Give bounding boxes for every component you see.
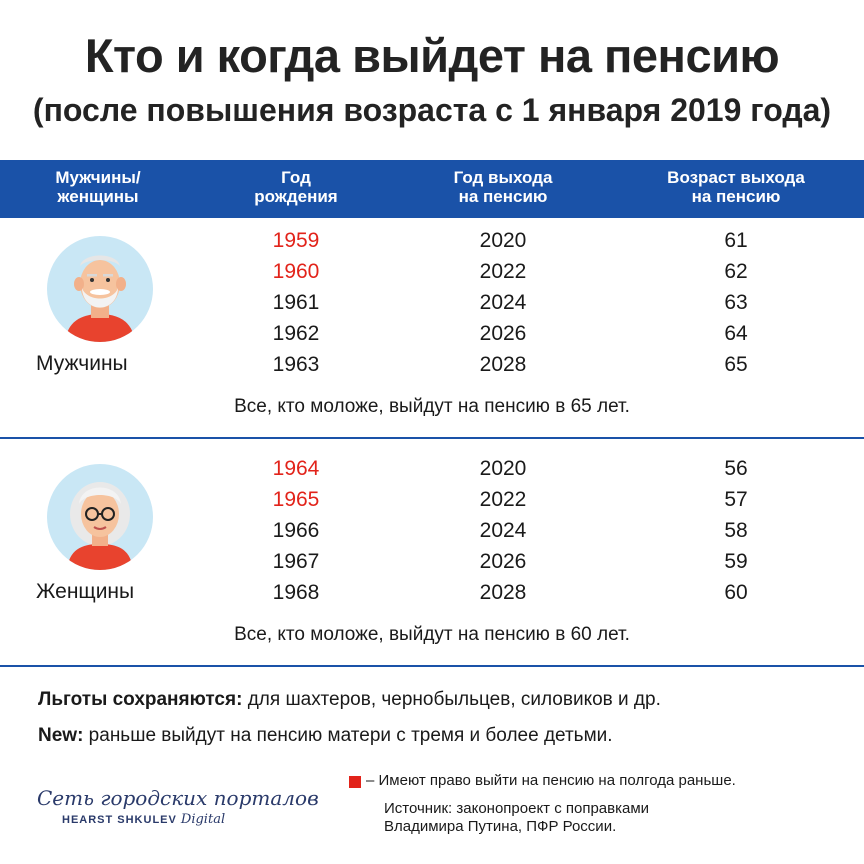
source-note: Источник: законопроект с поправками Влад… <box>384 800 650 835</box>
birth-year-cell: 1964 <box>272 457 320 480</box>
old-woman-avatar-icon <box>47 464 153 570</box>
women-label: Женщины <box>36 580 135 603</box>
table-row: 1967 2026 59 <box>0 550 864 581</box>
retirement-age-cell: 57 <box>724 488 748 511</box>
retirement-year-cell: 2022 <box>479 260 527 283</box>
retirement-year-cell: 2026 <box>479 322 527 345</box>
legend-text: – Имеют право выйти на пенсию на полгода… <box>366 772 736 789</box>
retirement-age-cell: 58 <box>724 519 748 542</box>
header-retirement-year: Год выхода на пенсию <box>453 168 553 206</box>
retirement-age-cell: 65 <box>724 353 748 376</box>
men-label: Мужчины <box>36 352 128 375</box>
header-gender: Мужчины/ женщины <box>55 168 141 206</box>
table-row: 1966 2024 58 <box>0 519 864 550</box>
birth-year-cell: 1965 <box>272 488 320 511</box>
retirement-age-cell: 63 <box>724 291 748 314</box>
table-row: 1963 2028 65 <box>0 353 864 384</box>
birth-year-cell: 1966 <box>272 519 320 542</box>
logo-title: Сеть городских порталов <box>37 786 319 810</box>
birth-year-cell: 1968 <box>272 581 320 604</box>
retirement-year-cell: 2020 <box>479 457 527 480</box>
benefits-bold: Льготы сохраняются: <box>38 689 243 710</box>
old-man-avatar-icon <box>47 236 153 342</box>
retirement-year-cell: 2024 <box>479 519 527 542</box>
benefits-line: Льготы сохраняются: для шахтеров, черноб… <box>38 689 661 711</box>
women-note: Все, кто моложе, выйдут на пенсию в 60 л… <box>234 624 630 645</box>
section-divider <box>0 665 864 667</box>
page-subtitle: (после повышения возраста с 1 января 201… <box>32 92 832 128</box>
new-info-text: раньше выйдут на пенсию матери с тремя и… <box>83 725 613 746</box>
birth-year-cell: 1960 <box>272 260 320 283</box>
retirement-age-cell: 59 <box>724 550 748 573</box>
retirement-age-cell: 56 <box>724 457 748 480</box>
birth-year-cell: 1962 <box>272 322 320 345</box>
retirement-year-cell: 2020 <box>479 229 527 252</box>
header-retirement-age: Возраст выхода на пенсию <box>667 168 805 206</box>
retirement-year-cell: 2026 <box>479 550 527 573</box>
table-header: Мужчины/ женщины Год рождения Год выхода… <box>0 160 864 218</box>
section-divider <box>0 437 864 439</box>
birth-year-cell: 1963 <box>272 353 320 376</box>
retirement-age-cell: 62 <box>724 260 748 283</box>
benefits-text: для шахтеров, чернобыльцев, силовиков и … <box>242 689 661 710</box>
retirement-age-cell: 61 <box>724 229 748 252</box>
table-row: 1968 2028 60 <box>0 581 864 612</box>
new-info-line: New: раньше выйдут на пенсию матери с тр… <box>38 725 613 747</box>
new-info-bold: New: <box>38 725 84 746</box>
table-row: 1959 2020 61 <box>0 229 864 260</box>
men-note: Все, кто моложе, выйдут на пенсию в 65 л… <box>234 396 630 417</box>
table-row: 1964 2020 56 <box>0 457 864 488</box>
birth-year-cell: 1959 <box>272 229 320 252</box>
red-square-legend-icon <box>349 776 361 788</box>
retirement-year-cell: 2022 <box>479 488 527 511</box>
birth-year-cell: 1961 <box>272 291 320 314</box>
retirement-age-cell: 64 <box>724 322 748 345</box>
retirement-year-cell: 2028 <box>479 353 527 376</box>
retirement-year-cell: 2024 <box>479 291 527 314</box>
logo-subtitle: HEARST SHKULEV Digital <box>62 812 226 827</box>
birth-year-cell: 1967 <box>272 550 320 573</box>
table-row: 1960 2022 62 <box>0 260 864 291</box>
page-title: Кто и когда выйдет на пенсию <box>84 29 780 82</box>
retirement-year-cell: 2028 <box>479 581 527 604</box>
retirement-age-cell: 60 <box>724 581 748 604</box>
table-row: 1965 2022 57 <box>0 488 864 519</box>
table-row: 1961 2024 63 <box>0 291 864 322</box>
header-birth-year: Год рождения <box>254 168 338 206</box>
table-row: 1962 2026 64 <box>0 322 864 353</box>
